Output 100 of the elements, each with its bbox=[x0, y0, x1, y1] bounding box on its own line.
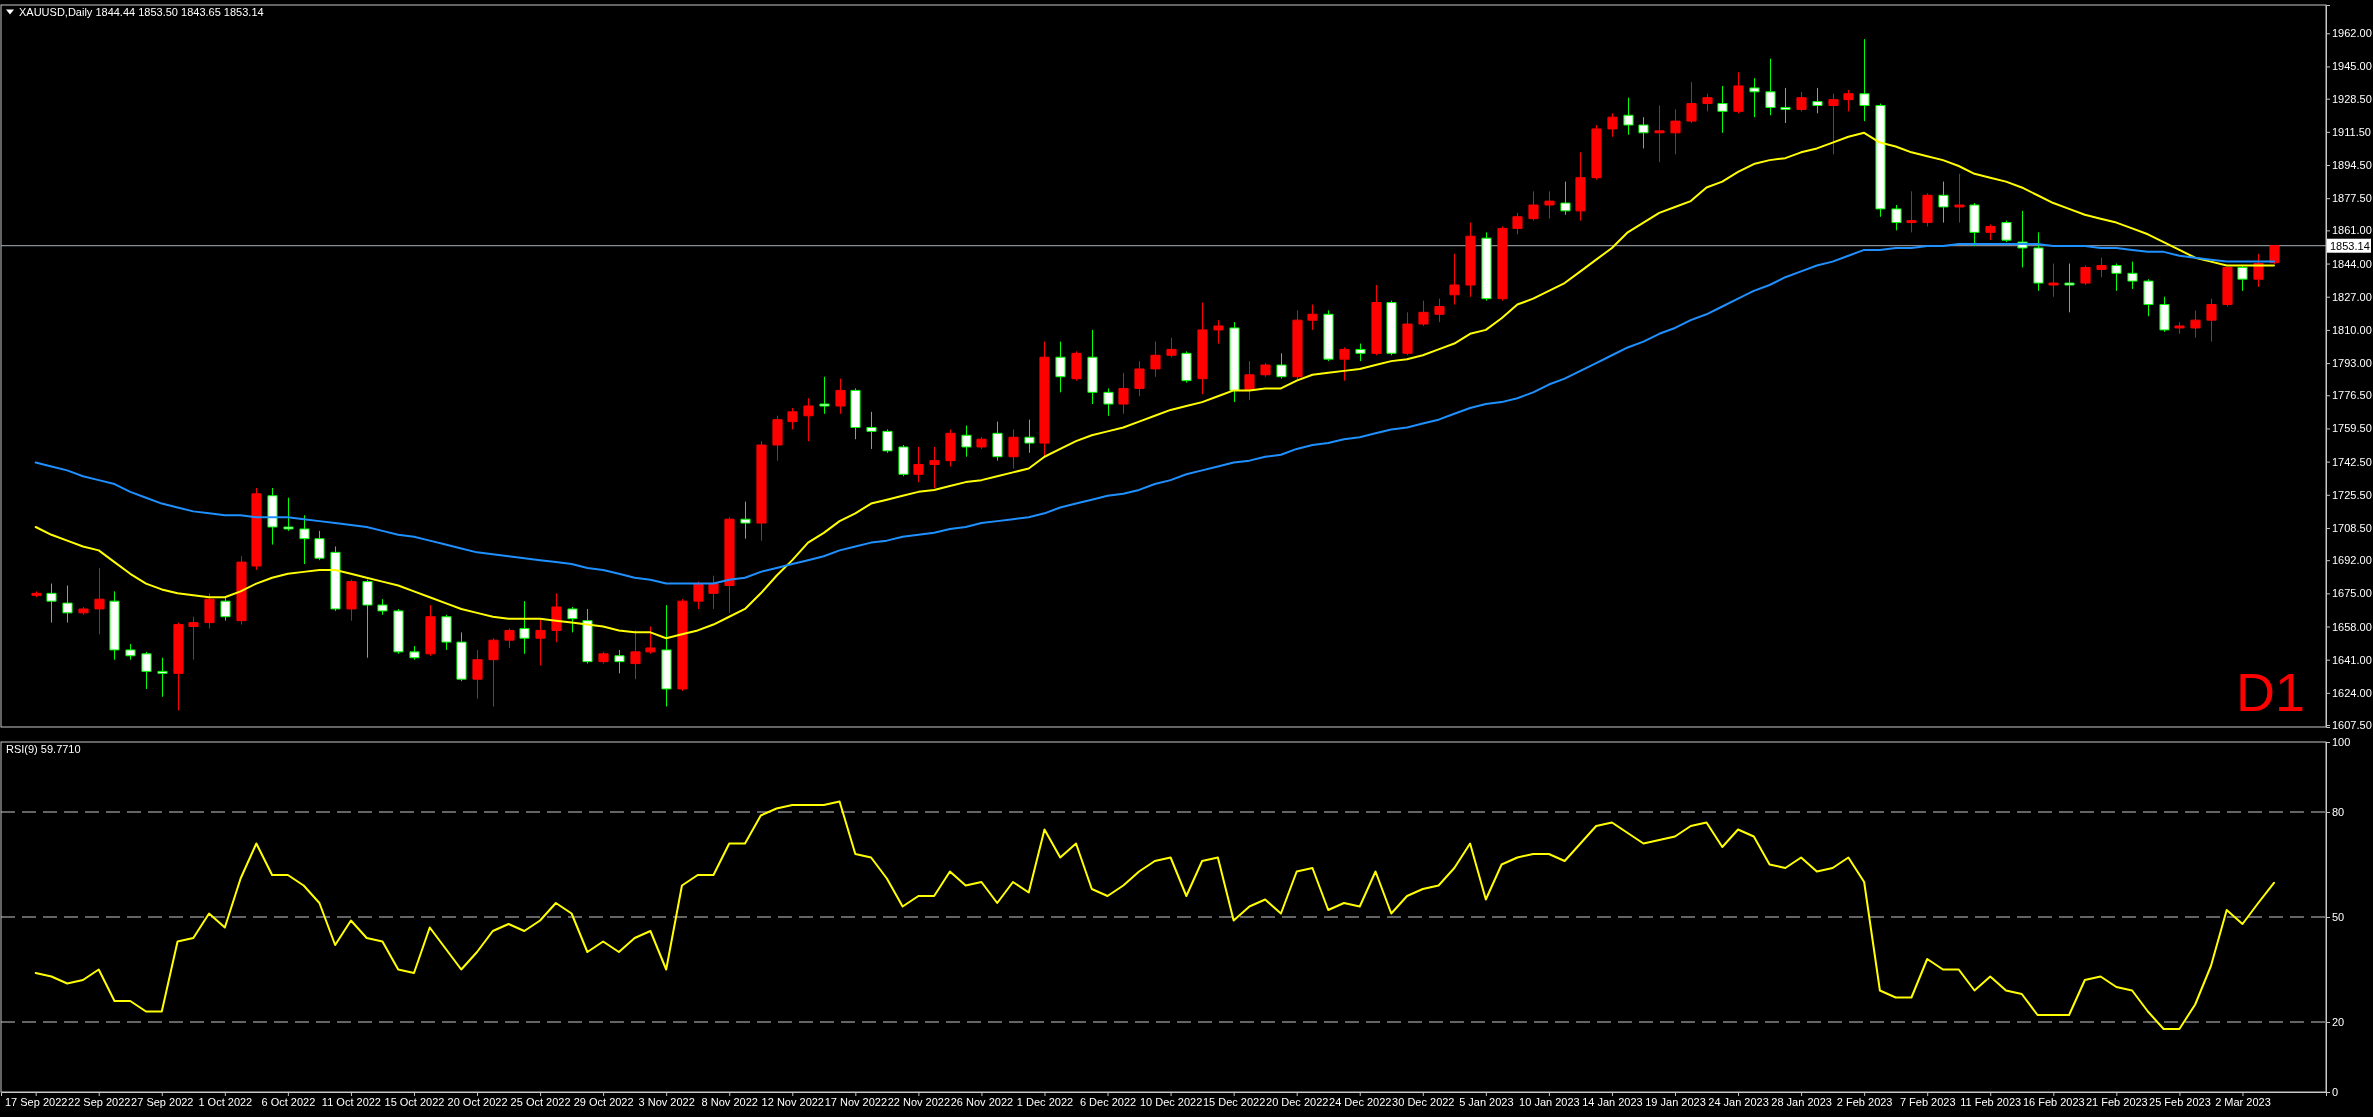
candlestick bbox=[267, 487, 278, 546]
candlestick bbox=[441, 614, 452, 651]
candlestick bbox=[1008, 428, 1019, 469]
y-tick-label: 1894.50 bbox=[2332, 159, 2372, 172]
x-tick-label: 22 Nov 2022 bbox=[887, 1095, 951, 1108]
candlestick bbox=[2096, 257, 2107, 278]
candlestick bbox=[1796, 91, 1807, 112]
y-tick-label: 1742.50 bbox=[2332, 455, 2372, 468]
y-tick-label: 1911.50 bbox=[2332, 125, 2371, 138]
candlestick bbox=[772, 415, 783, 462]
line-series bbox=[34, 800, 2275, 1030]
candlestick bbox=[1323, 309, 1334, 362]
y-tick-label: 1776.50 bbox=[2332, 389, 2372, 402]
candlestick bbox=[1670, 108, 1681, 155]
y-tick-label: 100 bbox=[2332, 736, 2351, 749]
candlestick bbox=[299, 514, 310, 565]
x-tick-label: 24 Jan 2023 bbox=[1708, 1095, 1769, 1108]
candlestick bbox=[377, 598, 388, 616]
candlestick bbox=[976, 436, 987, 450]
candlestick bbox=[1434, 298, 1445, 323]
candlestick bbox=[1702, 93, 1713, 112]
x-tick-label: 5 Jan 2023 bbox=[1459, 1095, 1514, 1108]
candlestick bbox=[2143, 278, 2154, 317]
candlestick bbox=[125, 643, 136, 661]
candlestick bbox=[1717, 85, 1728, 134]
candlestick bbox=[1276, 352, 1287, 380]
candlestick bbox=[945, 428, 956, 467]
candlestick bbox=[346, 579, 357, 622]
candlestick bbox=[1103, 387, 1114, 417]
candlestick bbox=[787, 407, 798, 430]
x-tick-label: 3 Nov 2022 bbox=[638, 1095, 695, 1108]
candlestick bbox=[2237, 265, 2248, 292]
candlestick bbox=[46, 583, 57, 624]
candlestick bbox=[519, 600, 530, 655]
candlestick bbox=[740, 501, 751, 540]
candlestick bbox=[1938, 181, 1949, 224]
y-tick-label: 1877.50 bbox=[2332, 192, 2372, 205]
candlestick bbox=[236, 555, 247, 626]
candlestick bbox=[1875, 103, 1886, 218]
candlestick bbox=[2174, 321, 2185, 335]
candlestick bbox=[1181, 350, 1192, 384]
candlestick bbox=[1859, 38, 1870, 122]
candlestick bbox=[330, 546, 341, 612]
x-tick-label: 20 Oct 2022 bbox=[447, 1095, 508, 1108]
candlestick bbox=[645, 626, 656, 655]
candlestick bbox=[488, 637, 499, 708]
candlestick bbox=[173, 622, 184, 711]
candlestick bbox=[850, 387, 861, 440]
y-tick-label: 1759.50 bbox=[2332, 422, 2372, 435]
candlestick bbox=[1560, 181, 1571, 216]
candlestick bbox=[882, 428, 893, 454]
candlestick bbox=[1544, 190, 1555, 220]
candlestick bbox=[31, 590, 42, 598]
x-tick-label: 6 Oct 2022 bbox=[261, 1095, 316, 1108]
candlestick bbox=[2001, 220, 2012, 243]
candlestick bbox=[614, 649, 625, 674]
x-tick-label: 19 Jan 2023 bbox=[1645, 1095, 1706, 1108]
candlestick bbox=[1039, 341, 1050, 458]
candlestick bbox=[1765, 58, 1776, 116]
candlestick bbox=[62, 585, 73, 624]
candlestick bbox=[1686, 81, 1697, 124]
y-tick-label: 1827.00 bbox=[2332, 290, 2372, 303]
candlestick bbox=[1906, 190, 1917, 233]
x-tick-label: 10 Jan 2023 bbox=[1519, 1095, 1580, 1108]
y-tick-label: 1844.00 bbox=[2332, 257, 2372, 270]
x-tick-label: 12 Nov 2022 bbox=[761, 1095, 824, 1108]
candlestick bbox=[1150, 341, 1161, 378]
candlestick bbox=[1260, 362, 1271, 378]
candlestick bbox=[456, 631, 467, 682]
x-tick-label: 21 Feb 2023 bbox=[2085, 1095, 2148, 1108]
candlestick bbox=[677, 598, 688, 692]
candlestick bbox=[866, 411, 877, 450]
candlestick bbox=[504, 627, 515, 649]
x-tick-label: 2 Mar 2023 bbox=[2215, 1095, 2271, 1108]
y-tick-label: 20 bbox=[2332, 1016, 2345, 1029]
candlestick bbox=[2111, 263, 2122, 292]
candlestick bbox=[1213, 319, 1224, 345]
candlestick bbox=[1985, 224, 1996, 241]
candlestick bbox=[1449, 253, 1460, 306]
y-tick-label: 1810.00 bbox=[2332, 323, 2372, 336]
candlestick bbox=[1465, 222, 1476, 298]
x-tick-label: 2 Feb 2023 bbox=[1836, 1095, 1893, 1108]
y-tick-label: 1793.00 bbox=[2332, 357, 2372, 370]
candlestick bbox=[1481, 231, 1492, 302]
candlestick bbox=[1812, 87, 1823, 114]
candlestick bbox=[724, 516, 735, 614]
candlestick bbox=[2127, 261, 2138, 290]
candlestick bbox=[425, 604, 436, 657]
candlestick bbox=[2033, 231, 2044, 292]
line-series bbox=[34, 243, 2275, 585]
x-tick-label: 11 Feb 2023 bbox=[1960, 1095, 2022, 1108]
candlestick bbox=[708, 575, 719, 610]
candlestick bbox=[1024, 419, 1035, 454]
annotation: D1 bbox=[2235, 662, 2305, 722]
candlestick bbox=[2206, 298, 2217, 343]
candlestick bbox=[1749, 77, 1760, 118]
x-tick-label: 25 Feb 2023 bbox=[2149, 1095, 2211, 1108]
x-tick-label: 26 Nov 2022 bbox=[950, 1095, 1014, 1108]
candlestick bbox=[1355, 343, 1366, 362]
candlestick bbox=[251, 487, 262, 571]
